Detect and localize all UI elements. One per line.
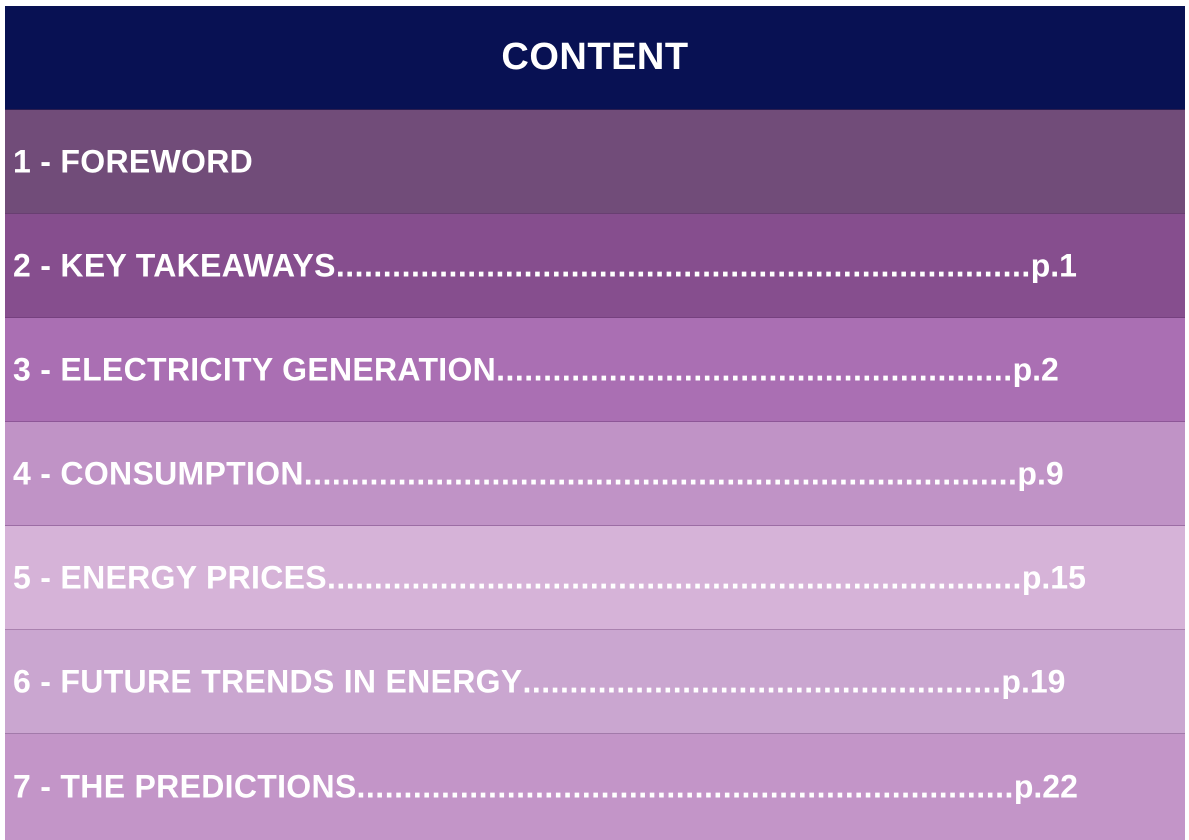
toc-entry: 2 - KEY TAKEAWAYS ......................…: [13, 247, 1077, 284]
toc-entry: 1 - FOREWORD: [13, 143, 253, 180]
toc-entry-title: 3 - ELECTRICITY GENERATION: [13, 351, 497, 387]
toc-heading: CONTENT: [5, 6, 1185, 110]
toc-entry: 3 - ELECTRICITY GENERATION .............…: [13, 351, 1059, 388]
toc-entry: 6 - FUTURE TRENDS IN ENERGY ............…: [13, 663, 1065, 700]
toc-entry-leader: ........................................…: [326, 559, 1022, 595]
toc-entry-title: 5 - ENERGY PRICES: [13, 559, 327, 595]
toc-entry-title: 6 - FUTURE TRENDS IN ENERGY: [13, 663, 523, 699]
toc-entry: 5 - ENERGY PRICES ......................…: [13, 559, 1086, 596]
toc-entry-page: p.22: [1013, 768, 1078, 805]
toc-entry-page: p.15: [1021, 559, 1086, 595]
toc-entry-page: p.19: [1001, 663, 1066, 699]
toc-row-key-takeaways[interactable]: 2 - KEY TAKEAWAYS ......................…: [5, 214, 1185, 318]
toc-entry-page: p.9: [1017, 455, 1064, 491]
toc-entry-leader: ........................................…: [522, 663, 1002, 699]
toc-entry: 7 - THE PREDICTIONS ....................…: [13, 769, 1078, 806]
toc-row-future-trends[interactable]: 6 - FUTURE TRENDS IN ENERGY ............…: [5, 630, 1185, 734]
toc-row-consumption[interactable]: 4 - CONSUMPTION ........................…: [5, 422, 1185, 526]
toc-entry-title: 1 - FOREWORD: [13, 143, 254, 179]
toc-entry-page: p.1: [1030, 247, 1077, 283]
toc-entry: 4 - CONSUMPTION ........................…: [13, 455, 1064, 492]
toc-entry-title: 2 - KEY TAKEAWAYS: [13, 247, 336, 283]
toc-entry-page: p.2: [1012, 351, 1059, 387]
toc-entry-leader: ........................................…: [356, 768, 1014, 805]
toc-entry-leader: ........................................…: [496, 351, 1013, 387]
toc-row-foreword[interactable]: 1 - FOREWORD: [5, 110, 1185, 214]
toc-row-electricity-generation[interactable]: 3 - ELECTRICITY GENERATION .............…: [5, 318, 1185, 422]
table-of-contents: CONTENT 1 - FOREWORD 2 - KEY TAKEAWAYS .…: [5, 6, 1185, 840]
toc-entry-title: 4 - CONSUMPTION: [13, 455, 304, 491]
toc-entry-leader: ........................................…: [303, 455, 1018, 491]
toc-row-predictions[interactable]: 7 - THE PREDICTIONS ....................…: [5, 734, 1185, 840]
toc-entry-title: 7 - THE PREDICTIONS: [13, 768, 357, 805]
toc-entry-leader: ........................................…: [335, 247, 1031, 283]
toc-row-energy-prices[interactable]: 5 - ENERGY PRICES ......................…: [5, 526, 1185, 630]
